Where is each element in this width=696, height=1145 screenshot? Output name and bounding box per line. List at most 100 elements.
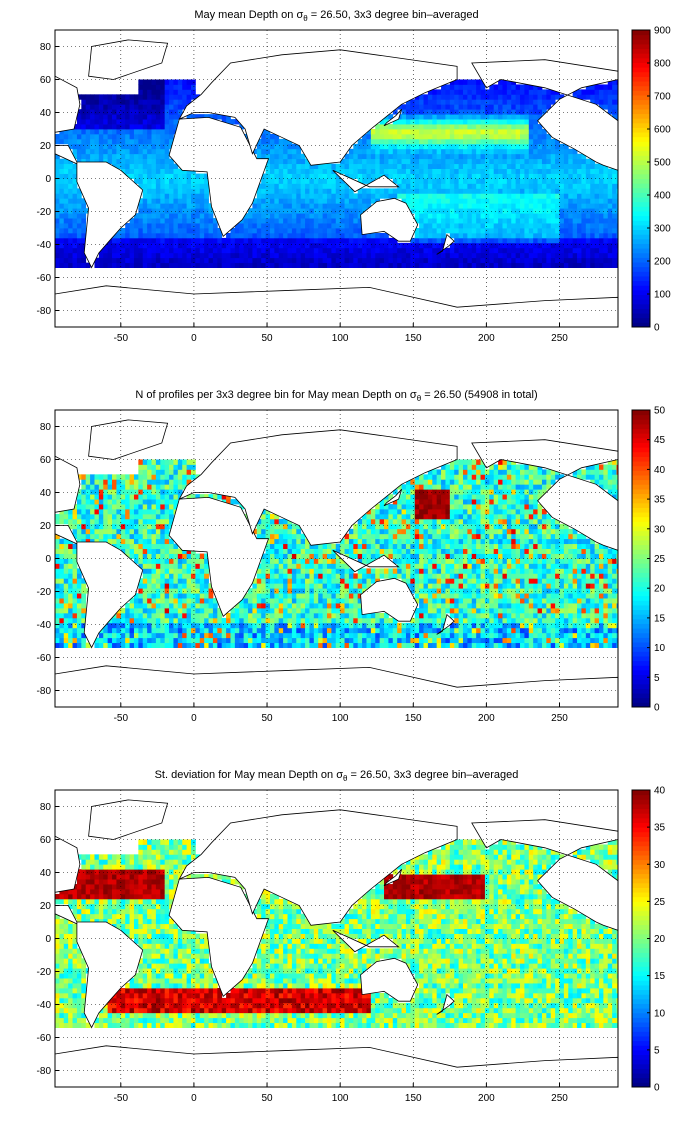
heatmap-cell: [195, 213, 200, 218]
heatmap-cell: [165, 544, 170, 549]
heatmap-cell: [195, 563, 200, 568]
heatmap-cell: [296, 228, 301, 233]
heatmap-cell: [99, 109, 104, 114]
heatmap-cell: [204, 563, 209, 568]
heatmap-cell: [173, 263, 178, 268]
colorbar-segment: [632, 53, 650, 58]
heatmap-cell: [235, 263, 240, 268]
heatmap-cell: [481, 99, 486, 104]
heatmap-cell: [112, 109, 117, 114]
heatmap-cell: [191, 598, 196, 603]
heatmap-cell: [173, 253, 178, 258]
heatmap-cell: [424, 263, 429, 268]
heatmap-cell: [59, 223, 64, 228]
heatmap-cell: [77, 228, 82, 233]
heatmap-cell: [489, 248, 494, 253]
heatmap-cell: [327, 238, 332, 243]
heatmap-cell: [502, 183, 507, 188]
heatmap-cell: [178, 469, 183, 474]
heatmap-cell: [437, 228, 442, 233]
heatmap-cell: [248, 263, 253, 268]
heatmap-cell: [156, 179, 161, 184]
heatmap-cell: [296, 253, 301, 258]
heatmap-cell: [270, 598, 275, 603]
chart-title-post: = 26.50, 3x3 degree bin–averaged: [308, 9, 479, 21]
heatmap-cell: [595, 169, 600, 174]
heatmap-cell: [121, 258, 126, 263]
heatmap-cell: [406, 139, 411, 144]
heatmap-cell: [182, 179, 187, 184]
heatmap-cell: [507, 248, 512, 253]
heatmap-cell: [296, 598, 301, 603]
heatmap-cell: [165, 104, 170, 109]
heatmap-cell: [55, 613, 60, 618]
heatmap-cell: [244, 223, 249, 228]
heatmap-cell: [489, 188, 494, 193]
heatmap-cell: [138, 164, 143, 169]
heatmap-cell: [590, 94, 595, 99]
heatmap-cell: [274, 218, 279, 223]
heatmap-cell: [349, 154, 354, 159]
heatmap-cell: [279, 578, 284, 583]
heatmap-cell: [143, 479, 148, 484]
heatmap-cell: [331, 208, 336, 213]
heatmap-cell: [274, 578, 279, 583]
heatmap-cell: [90, 139, 95, 144]
heatmap-cell: [608, 94, 613, 99]
heatmap-cell: [103, 144, 108, 149]
heatmap-cell: [520, 258, 525, 263]
heatmap-cell: [288, 588, 293, 593]
heatmap-cell: [502, 114, 507, 119]
heatmap-cell: [336, 218, 341, 223]
heatmap-cell: [143, 643, 148, 648]
heatmap-cell: [112, 154, 117, 159]
heatmap-cell: [130, 638, 135, 643]
heatmap-cell: [551, 223, 556, 228]
heatmap-cell: [516, 208, 521, 213]
heatmap-cell: [489, 183, 494, 188]
heatmap-cell: [472, 203, 477, 208]
heatmap-cell: [441, 253, 446, 258]
heatmap-cell: [529, 228, 534, 233]
heatmap-cell: [384, 144, 389, 149]
heatmap-cell: [257, 573, 262, 578]
heatmap-cell: [318, 203, 323, 208]
heatmap-cell: [292, 228, 297, 233]
heatmap-cell: [125, 499, 130, 504]
colorbar-segment: [632, 295, 650, 300]
heatmap-cell: [301, 208, 306, 213]
heatmap-cell: [538, 149, 543, 154]
heatmap-cell: [393, 258, 398, 263]
heatmap-cell: [138, 109, 143, 114]
heatmap-cell: [169, 114, 174, 119]
heatmap-cell: [419, 154, 424, 159]
heatmap-cell: [112, 104, 117, 109]
heatmap-cell: [560, 263, 565, 268]
heatmap-cell: [546, 238, 551, 243]
heatmap-cell: [551, 183, 556, 188]
heatmap-cell: [599, 198, 604, 203]
heatmap-cell: [309, 549, 314, 554]
heatmap-cell: [160, 623, 165, 628]
heatmap-cell: [279, 248, 284, 253]
heatmap-cell: [481, 174, 486, 179]
heatmap-cell: [160, 484, 165, 489]
heatmap-cell: [81, 504, 86, 509]
heatmap-cell: [121, 534, 126, 539]
heatmap-cell: [81, 119, 86, 124]
heatmap-cell: [309, 243, 314, 248]
heatmap-cell: [125, 509, 130, 514]
heatmap-cell: [617, 94, 622, 99]
heatmap-cell: [165, 198, 170, 203]
heatmap-cell: [103, 499, 108, 504]
heatmap-cell: [90, 104, 95, 109]
heatmap-cell: [538, 218, 543, 223]
heatmap-cell: [116, 618, 121, 623]
heatmap-cell: [485, 208, 490, 213]
heatmap-cell: [138, 258, 143, 263]
heatmap-cell: [121, 544, 126, 549]
heatmap-cell: [204, 603, 209, 608]
heatmap-cell: [301, 179, 306, 184]
heatmap-cell: [384, 243, 389, 248]
heatmap-cell: [353, 208, 358, 213]
